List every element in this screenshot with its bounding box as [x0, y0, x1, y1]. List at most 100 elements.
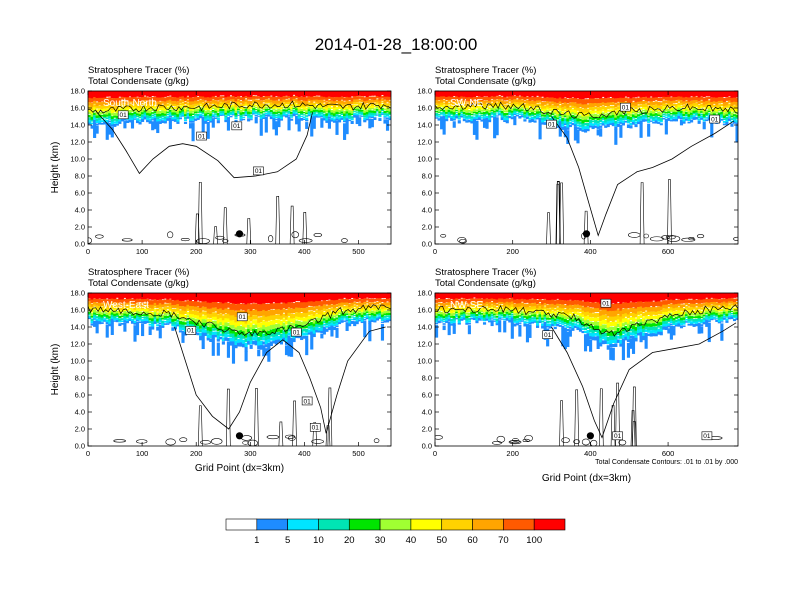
tracer-cell — [229, 303, 233, 311]
tracer-cell — [186, 110, 190, 112]
tracer-cell — [679, 96, 684, 101]
tracer-cell — [599, 91, 603, 99]
tracer-cell — [282, 91, 286, 97]
tracer-cell — [505, 293, 509, 300]
tracer-cell — [695, 110, 699, 113]
tracer-cell — [302, 100, 306, 105]
x-tick-label: 300 — [244, 449, 257, 458]
tracer-cell — [442, 102, 446, 105]
tracer-cell — [669, 293, 673, 301]
tracer-cell — [148, 97, 152, 102]
tracer-cell — [173, 300, 177, 306]
tracer-cell — [360, 309, 364, 312]
tracer-cell — [171, 112, 175, 116]
tracer-streak — [287, 116, 291, 131]
tracer-cell — [120, 315, 124, 318]
tracer-cell — [242, 331, 246, 336]
tracer-cell — [717, 91, 721, 98]
tracer-cell — [239, 91, 243, 97]
tracer-cell — [563, 315, 567, 320]
tracer-cell — [363, 293, 367, 299]
tracer-cell — [450, 91, 454, 98]
tracer-cell — [229, 102, 233, 105]
tracer-cell — [118, 108, 122, 111]
tracer-cell — [722, 91, 726, 98]
tracer-cell — [599, 310, 603, 316]
tracer-cell — [176, 114, 180, 118]
tracer-cell — [320, 112, 324, 114]
tracer-cell — [669, 104, 673, 107]
tracer-cell — [365, 315, 369, 319]
tracer-cell — [115, 123, 119, 126]
tracer-cell — [440, 306, 444, 310]
tracer-cell — [282, 111, 286, 115]
low-contour — [313, 233, 323, 238]
tracer-cell — [631, 293, 636, 304]
tracer-cell — [264, 310, 268, 318]
tracer-cell — [548, 320, 552, 323]
tracer-cell — [242, 100, 246, 105]
tracer-cell — [269, 303, 273, 310]
tracer-cell — [201, 105, 205, 108]
tracer-cell — [644, 315, 648, 319]
tracer-cell — [652, 114, 656, 117]
tracer-streak — [226, 341, 230, 358]
tracer-cell — [335, 106, 339, 110]
tracer-cell — [435, 100, 439, 104]
tracer-cell — [158, 299, 162, 304]
tracer-cell — [445, 106, 449, 111]
tracer-cell — [363, 314, 367, 317]
tracer-cell — [596, 332, 600, 337]
tracer-cell — [194, 103, 198, 107]
tracer-cell — [460, 99, 464, 103]
tracer-cell — [300, 329, 304, 334]
tracer-cell — [465, 318, 469, 322]
tracer-cell — [553, 105, 557, 110]
tracer-cell — [282, 313, 286, 318]
tracer-cell — [118, 91, 122, 97]
tracer-cell — [166, 91, 170, 97]
tracer-cell — [161, 117, 165, 120]
tracer-cell — [108, 107, 112, 112]
tracer-cell — [209, 91, 213, 99]
tracer-cell — [702, 119, 706, 122]
tracer-cell — [350, 314, 354, 316]
tracer-cell — [264, 104, 268, 107]
tracer-cell — [477, 110, 482, 113]
tracer-cell — [378, 100, 382, 104]
tracer-cell — [348, 299, 352, 304]
tracer-cell — [490, 293, 494, 299]
tracer-cell — [672, 304, 676, 309]
tracer-cell — [360, 111, 364, 115]
tracer-cell — [538, 319, 542, 323]
tracer-cell — [687, 101, 691, 106]
tracer-cell — [530, 314, 535, 317]
tracer-cell — [327, 308, 331, 313]
tracer-cell — [279, 100, 284, 105]
tracer-cell — [151, 119, 155, 121]
tracer-cell — [274, 314, 278, 319]
tracer-cell — [702, 116, 706, 119]
tracer-cell — [538, 103, 542, 107]
tracer-cell — [543, 105, 547, 110]
tracer-cell — [216, 120, 220, 124]
tracer-cell — [151, 104, 155, 108]
tracer-cell — [472, 318, 476, 321]
tracer-cell — [335, 109, 339, 113]
tracer-cell — [624, 113, 628, 117]
tracer-cell — [156, 304, 160, 308]
tracer-cell — [123, 308, 127, 312]
tracer-cell — [566, 323, 570, 326]
tracer-cell — [563, 102, 567, 107]
tracer-cell — [130, 302, 135, 307]
tracer-cell — [135, 97, 140, 102]
contour-label-box — [620, 102, 631, 112]
tracer-streak — [472, 120, 476, 135]
tracer-cell — [143, 105, 147, 109]
tracer-cell — [669, 316, 673, 320]
tracer-cell — [295, 307, 299, 313]
tracer-cell — [606, 336, 610, 341]
tracer-cell — [523, 119, 527, 122]
tracer-cell — [447, 302, 451, 306]
tracer-cell — [631, 325, 636, 330]
